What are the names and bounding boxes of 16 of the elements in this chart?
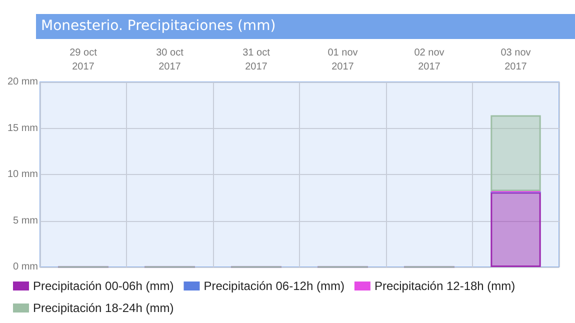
y-tick-label: 5 mm [13,215,38,226]
legend-label: Precipitación 12-18h (mm) [374,279,516,293]
x-tick-label: 29 oct 2017 [70,48,98,72]
legend-label: Precipitación 06-12h (mm) [204,279,344,293]
x-tick-label: 03 nov 2017 [500,48,531,72]
y-tick-label: 15 mm [7,122,38,134]
y-tick-label: 0 mm [13,262,38,272]
y-tick-label: 20 mm [7,76,38,88]
x-tick-label: 01 nov 2017 [328,48,358,72]
x-tick-label: 02 nov 2017 [414,48,444,72]
x-tick-label: 30 oct 2017 [156,48,184,72]
y-tick-label: 10 mm [7,169,38,180]
legend-label: Precipitación 00-06h (mm) [33,279,174,293]
legend-label: Precipitación 18-24h (mm) [33,301,174,315]
chart-title: Monesterio. Precipitaciones (mm) [36,14,575,39]
x-tick-label: 31 oct 2017 [242,48,270,72]
